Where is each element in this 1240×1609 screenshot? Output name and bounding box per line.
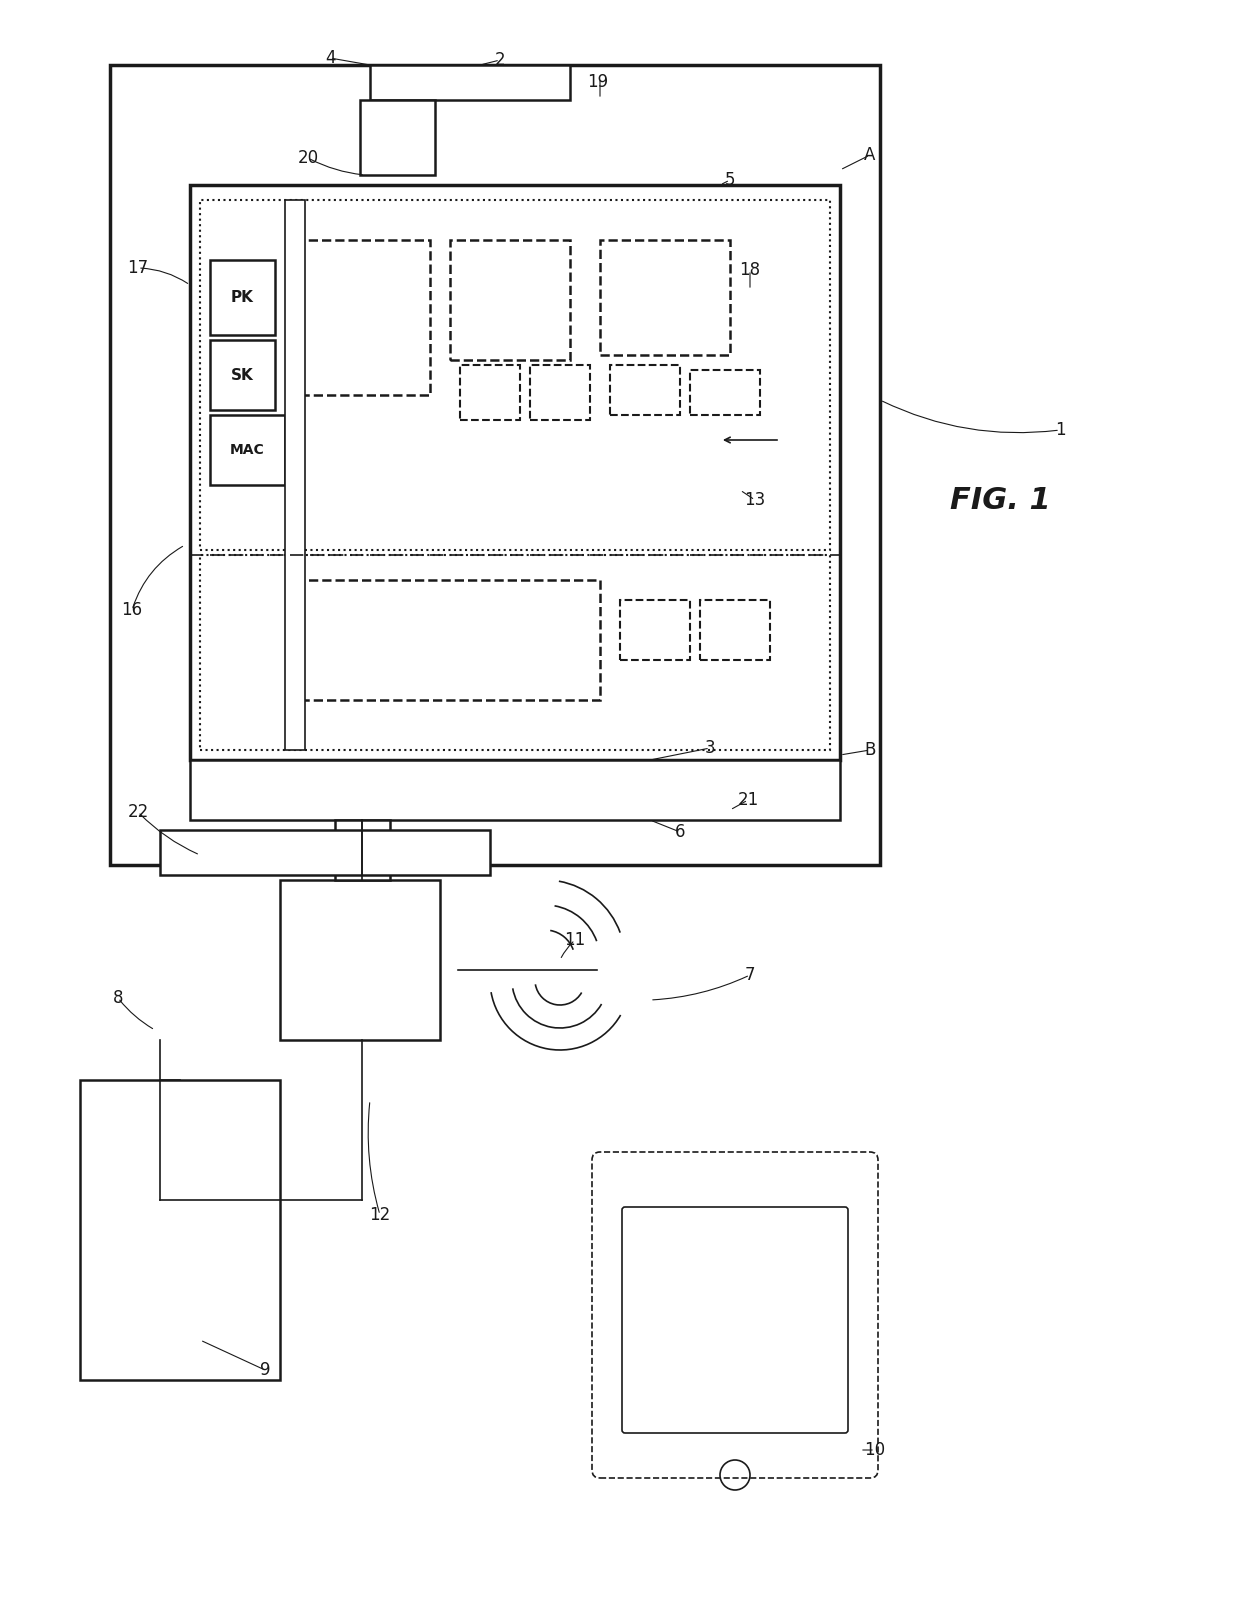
FancyBboxPatch shape — [190, 759, 839, 821]
Text: 4: 4 — [325, 48, 335, 68]
Text: 18: 18 — [739, 261, 760, 278]
Text: B: B — [864, 742, 875, 759]
Text: 20: 20 — [298, 150, 319, 167]
Text: 2: 2 — [495, 51, 506, 69]
Text: 6: 6 — [675, 822, 686, 842]
FancyBboxPatch shape — [210, 339, 275, 410]
Text: 10: 10 — [864, 1442, 885, 1459]
Text: 22: 22 — [128, 803, 149, 821]
Text: 1: 1 — [1055, 422, 1065, 439]
FancyBboxPatch shape — [210, 261, 275, 335]
FancyBboxPatch shape — [285, 200, 305, 750]
Text: 19: 19 — [588, 72, 609, 92]
FancyBboxPatch shape — [110, 64, 880, 866]
Text: A: A — [864, 146, 875, 164]
FancyBboxPatch shape — [210, 415, 285, 484]
Text: 8: 8 — [113, 990, 123, 1007]
FancyBboxPatch shape — [190, 185, 839, 759]
Text: 16: 16 — [122, 602, 143, 619]
FancyBboxPatch shape — [160, 830, 490, 875]
FancyBboxPatch shape — [335, 821, 391, 880]
Text: MAC: MAC — [229, 442, 264, 457]
Text: PK: PK — [231, 290, 253, 304]
Text: 5: 5 — [724, 171, 735, 188]
Text: 11: 11 — [564, 932, 585, 949]
Text: FIG. 1: FIG. 1 — [950, 486, 1050, 515]
FancyBboxPatch shape — [591, 1152, 878, 1479]
Text: 9: 9 — [259, 1361, 270, 1379]
FancyBboxPatch shape — [360, 100, 435, 175]
FancyBboxPatch shape — [370, 64, 570, 100]
Text: 13: 13 — [744, 491, 765, 508]
Text: 3: 3 — [704, 739, 715, 756]
Text: 7: 7 — [745, 965, 755, 985]
Text: 12: 12 — [370, 1207, 391, 1224]
Text: 21: 21 — [738, 792, 759, 809]
Text: SK: SK — [231, 367, 253, 383]
FancyBboxPatch shape — [622, 1207, 848, 1434]
FancyBboxPatch shape — [81, 1080, 280, 1381]
FancyBboxPatch shape — [280, 880, 440, 1039]
Text: 17: 17 — [128, 259, 149, 277]
